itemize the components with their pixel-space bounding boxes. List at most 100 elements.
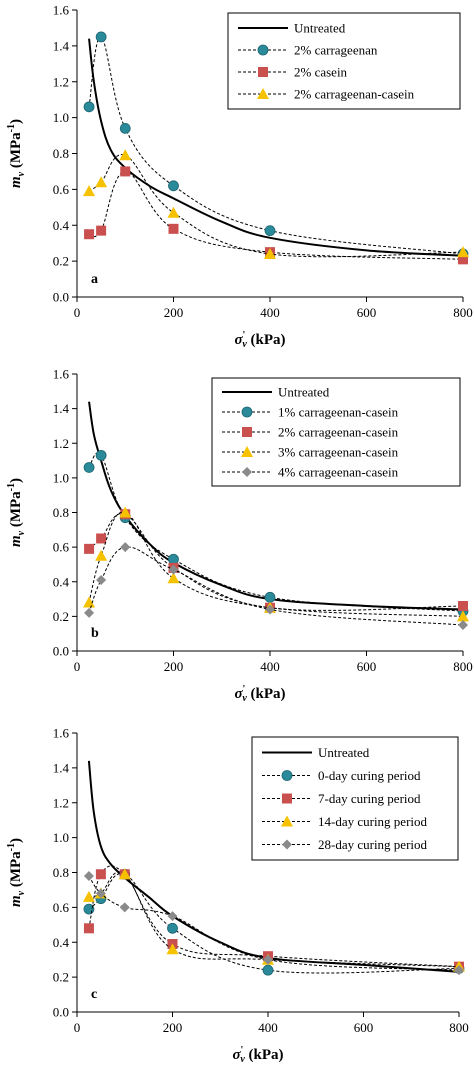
data-point	[167, 572, 180, 584]
data-point	[167, 922, 178, 934]
legend-swatch-marker	[257, 44, 269, 56]
x-tick-label: 800	[453, 659, 473, 674]
y-tick-label: 0.0	[53, 644, 69, 659]
data-point	[264, 247, 276, 259]
x-axis-label: σ' v (kPa)	[232, 1045, 283, 1065]
y-tick-label: 0.0	[53, 1005, 69, 1020]
x-tick-label: 800	[449, 1020, 469, 1035]
y-tick-label: 1.2	[53, 74, 69, 89]
data-point	[264, 591, 276, 603]
data-point	[168, 223, 179, 234]
series-line	[88, 513, 464, 611]
y-tick-label: 1.4	[53, 401, 70, 416]
series-5	[84, 542, 468, 631]
legend-label: 3% carrageenan-casein	[278, 445, 399, 460]
x-tick-label: 200	[163, 1020, 183, 1035]
series-line	[88, 875, 460, 971]
y-tick-label: 0.8	[53, 146, 69, 161]
panel-letter: c	[91, 987, 97, 1002]
data-point	[120, 542, 131, 553]
y-tick-label: 0.8	[53, 865, 69, 880]
data-point	[167, 206, 180, 218]
legend-label: 7-day curing period	[318, 791, 421, 806]
legend-label: 2% carrageenan-casein	[278, 425, 399, 440]
y-tick-label: 1.6	[53, 726, 70, 741]
data-point	[96, 225, 107, 236]
y-tick-label: 1.4	[53, 760, 70, 775]
data-point	[95, 176, 108, 188]
panel-letter: b	[91, 626, 99, 641]
legend-swatch-marker	[242, 427, 252, 437]
x-tick-label: 400	[260, 305, 280, 320]
legend-label: 2% carrageenan-casein	[294, 87, 415, 102]
series-1	[88, 38, 464, 257]
y-axis-label: mv (MPa-1)	[6, 478, 27, 547]
series-3	[83, 865, 464, 972]
data-point	[95, 869, 106, 880]
x-tick-label: 800	[453, 305, 473, 320]
y-tick-label: 0.8	[53, 505, 69, 520]
y-axis-label: mv (MPa-1)	[6, 119, 27, 188]
series-line	[88, 865, 460, 968]
legend-label: 28-day curing period	[318, 837, 428, 852]
series-4	[83, 506, 469, 622]
y-tick-label: 0.4	[53, 218, 70, 233]
data-point	[95, 888, 106, 899]
legend-swatch-marker	[282, 839, 292, 850]
y-tick-label: 0.6	[53, 540, 70, 555]
series-line	[88, 546, 464, 626]
data-point	[264, 225, 276, 237]
series-4	[82, 868, 465, 972]
legend: Untreated 2% carrageenan 2% casein 2% carra…	[227, 12, 461, 110]
legend-label: 14-day curing period	[318, 814, 428, 829]
series-3	[84, 509, 468, 613]
series-4	[83, 149, 469, 259]
data-point	[454, 965, 464, 976]
x-tick-label: 600	[357, 305, 377, 320]
legend-swatch-marker	[281, 770, 293, 781]
chart-panel-c: 0.0 0.2 0.4 0.6 0.8 1.0 1.2 1.4 1.6 0 200 400 600 800…	[6, 726, 469, 1066]
data-point	[96, 533, 107, 544]
data-point	[82, 890, 95, 902]
series-5	[83, 870, 464, 976]
y-tick-label: 0.4	[53, 935, 70, 950]
x-tick-label: 0	[74, 305, 81, 320]
y-tick-label: 1.2	[53, 795, 69, 810]
data-point	[119, 902, 130, 913]
y-tick-label: 0.0	[53, 290, 69, 305]
data-point	[83, 923, 94, 934]
data-point	[120, 166, 131, 177]
legend-swatch-marker	[257, 88, 269, 99]
y-tick-label: 1.6	[53, 367, 70, 382]
x-tick-label: 0	[74, 659, 81, 674]
legend-swatch-marker	[281, 815, 293, 827]
chart-panel-a: 0.0 0.2 0.4 0.6 0.8 1.0 1.2 1.4 1.6 0 200 400 600 800…	[6, 3, 473, 351]
legend-label: 2% casein	[294, 65, 348, 80]
x-tick-label: 0	[74, 1020, 81, 1035]
y-tick-label: 0.2	[53, 254, 69, 269]
y-tick-label: 0.4	[53, 574, 70, 589]
data-point	[83, 185, 96, 197]
data-point	[95, 549, 108, 561]
y-tick-label: 1.4	[53, 38, 70, 53]
data-point	[96, 575, 107, 586]
series-line	[88, 154, 464, 258]
panel-letter: a	[91, 272, 98, 287]
data-point	[84, 607, 95, 618]
data-point	[84, 229, 95, 240]
legend: Untreated 0-day curing period 7-day curing…	[251, 736, 459, 861]
data-point	[118, 868, 131, 880]
y-tick-label: 1.0	[53, 470, 69, 485]
legend-label: Untreated	[294, 21, 346, 36]
data-point	[457, 610, 469, 622]
data-point	[95, 449, 107, 461]
legend-label: 0-day curing period	[318, 768, 421, 783]
data-point	[119, 149, 132, 161]
x-tick-label: 600	[357, 659, 377, 674]
x-tick-label: 600	[354, 1020, 374, 1035]
data-point	[458, 620, 468, 631]
y-tick-label: 0.2	[53, 970, 69, 985]
data-point	[457, 246, 469, 258]
y-tick-label: 0.6	[53, 182, 70, 197]
legend-swatch-marker	[282, 793, 292, 804]
